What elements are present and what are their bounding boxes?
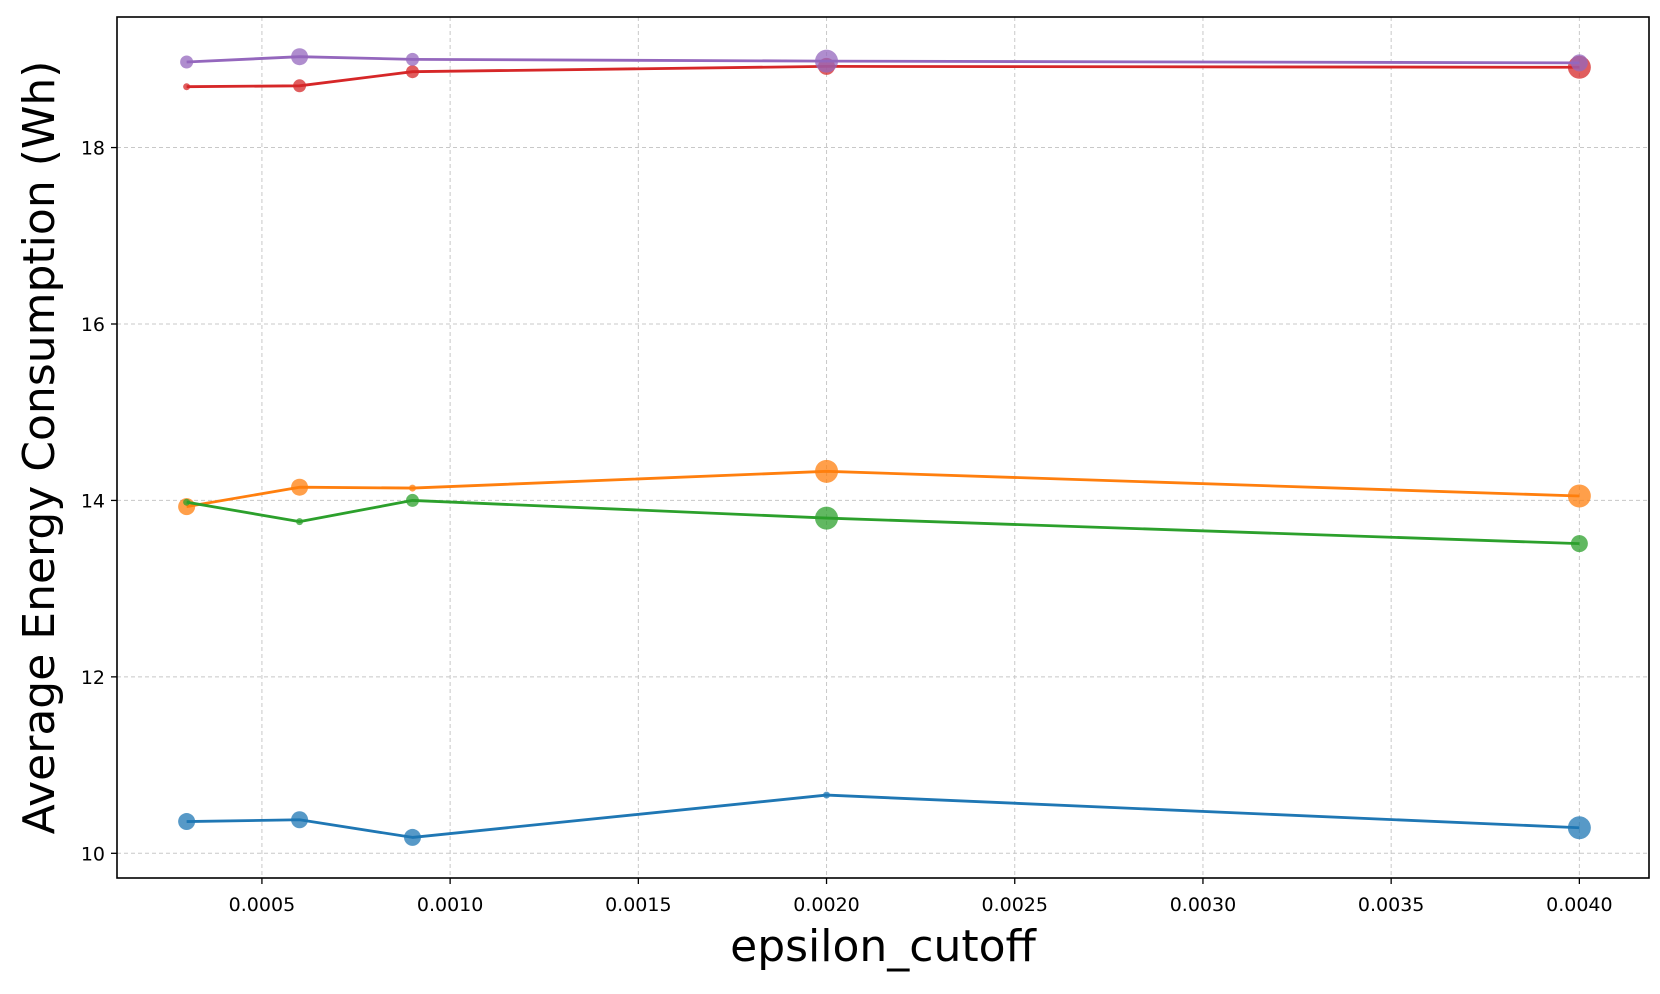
- x-tick-label: 0.0015: [605, 894, 671, 916]
- x-axis-ticks: 0.0005 0.0010 0.0015 0.0020 0.0025 0.0030 0.00…: [229, 878, 1613, 916]
- series-1: [178, 459, 1591, 516]
- y-axis-title: Average Energy Consumption (Wh): [14, 61, 65, 835]
- data-point: [1567, 816, 1591, 840]
- x-tick-label: 0.0040: [1546, 894, 1612, 916]
- series-2: [183, 493, 1588, 553]
- series-line: [186, 793, 1580, 839]
- x-tick-label: 0.0035: [1358, 894, 1424, 916]
- data-point: [815, 49, 839, 73]
- y-tick-label: 16: [81, 314, 105, 336]
- data-point: [291, 478, 309, 496]
- y-tick-label: 12: [81, 667, 105, 689]
- series-0: [178, 791, 1591, 846]
- y-tick-label: 10: [81, 843, 105, 865]
- series-4: [180, 48, 1588, 73]
- x-axis-title: epsilon_cutoff: [730, 921, 1037, 972]
- data-point: [183, 83, 191, 91]
- data-point: [823, 791, 831, 799]
- series-layer: [178, 48, 1591, 846]
- data-point: [178, 813, 196, 831]
- data-point: [293, 79, 307, 93]
- grid: [117, 17, 1649, 878]
- x-tick-label: 0.0025: [982, 894, 1048, 916]
- x-tick-label: 0.0030: [1170, 894, 1236, 916]
- y-tick-label: 14: [81, 490, 105, 512]
- series-line: [186, 55, 1580, 65]
- data-point: [815, 506, 839, 530]
- series-line: [186, 499, 1580, 546]
- data-point: [1570, 54, 1588, 72]
- x-tick-label: 0.0010: [417, 894, 483, 916]
- x-tick-label: 0.0020: [793, 894, 859, 916]
- series-line: [186, 469, 1580, 508]
- data-point: [291, 48, 309, 66]
- data-point: [296, 518, 304, 526]
- data-point: [405, 65, 419, 79]
- data-point: [815, 459, 839, 483]
- data-point: [405, 52, 419, 66]
- data-point: [1567, 484, 1591, 508]
- data-point: [1570, 535, 1588, 553]
- data-point: [183, 498, 191, 506]
- plot-frame: [116, 16, 1650, 879]
- y-axis-ticks: 10 12 14 16 18: [81, 138, 117, 865]
- data-point: [180, 55, 194, 69]
- data-point: [291, 811, 309, 829]
- data-point: [403, 828, 421, 846]
- data-point: [405, 493, 419, 507]
- x-tick-label: 0.0005: [229, 894, 295, 916]
- data-point: [408, 484, 416, 492]
- y-tick-label: 18: [81, 138, 105, 160]
- series-line: [186, 65, 1580, 89]
